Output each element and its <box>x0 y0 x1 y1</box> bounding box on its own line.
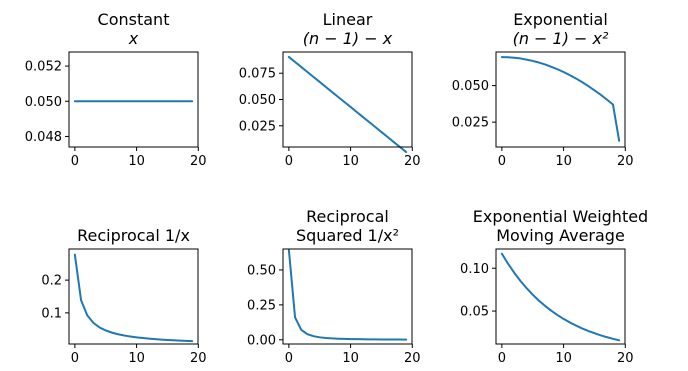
plot-frame <box>282 51 413 148</box>
x-tick-label: 10 <box>128 351 145 366</box>
y-tick-label: 0.052 <box>25 60 62 75</box>
y-tick-label: 0.050 <box>452 79 489 94</box>
subplot-3: 0 10 20 0.025 0.050 Exponential(n − 1) − x² <box>452 10 634 169</box>
x-tick-label: 10 <box>555 351 572 366</box>
y-tick-label: 0.2 <box>41 274 62 289</box>
chart-title-line: (n − 1) − x² <box>513 29 609 48</box>
x-tick-label: 0 <box>285 154 293 169</box>
y-tick-label: 0.50 <box>247 263 276 278</box>
x-tick-label: 20 <box>190 351 207 366</box>
chart-title-line: Exponential <box>513 10 608 29</box>
x-tick-label: 10 <box>555 154 572 169</box>
x-tick-label: 10 <box>128 154 145 169</box>
x-tick-label: 0 <box>498 154 506 169</box>
y-tick-label: 0.25 <box>247 298 276 313</box>
chart-title-line: Squared 1/x² <box>296 226 399 245</box>
y-tick-label: 0.10 <box>460 262 489 277</box>
series-line <box>500 56 621 142</box>
x-tick-label: 0 <box>71 154 79 169</box>
chart-title-line: Constant <box>98 10 170 29</box>
series-line <box>500 252 621 342</box>
x-tick-label: 20 <box>190 154 207 169</box>
chart-title-line: Exponential Weighted <box>473 207 648 226</box>
y-tick-label: 0.1 <box>41 306 62 321</box>
y-tick-label: 0.048 <box>25 130 62 145</box>
x-tick-label: 10 <box>342 351 359 366</box>
plot-frame <box>68 51 199 148</box>
plot-frame <box>68 248 199 345</box>
x-tick-label: 20 <box>617 351 634 366</box>
x-tick-label: 20 <box>404 154 421 169</box>
y-tick-label: 0.050 <box>239 93 276 108</box>
y-tick-label: 0.05 <box>460 305 489 320</box>
plot-frame <box>495 51 626 148</box>
chart-title-line: x <box>128 29 139 48</box>
series-line <box>287 55 408 154</box>
y-tick-label: 0.050 <box>25 95 62 110</box>
subplot-6: 0 10 20 0.05 0.10 Exponential WeightedMoving … <box>460 207 648 366</box>
x-tick-label: 0 <box>71 351 79 366</box>
chart-title-line: Reciprocal 1/x <box>77 226 190 245</box>
x-tick-label: 20 <box>617 154 634 169</box>
chart-title-line: Moving Average <box>496 226 625 245</box>
series-line <box>287 248 408 341</box>
subplot-2: 0 10 20 0.025 0.050 0.075 Linear(n − 1) − x <box>239 10 421 169</box>
y-tick-label: 0.075 <box>239 67 276 82</box>
chart-title-line: Linear <box>323 10 373 29</box>
x-tick-label: 0 <box>285 351 293 366</box>
y-tick-label: 0.025 <box>452 116 489 131</box>
y-tick-label: 0.025 <box>239 119 276 134</box>
x-tick-label: 0 <box>498 351 506 366</box>
subplot-4: 0 10 20 0.1 0.2 Reciprocal 1/x <box>41 226 206 366</box>
chart-title-line: (n − 1) − x <box>303 29 393 48</box>
series-line <box>73 253 194 343</box>
plot-frame <box>282 248 413 345</box>
x-tick-label: 20 <box>404 351 421 366</box>
plot-frame <box>495 248 626 345</box>
x-tick-label: 10 <box>342 154 359 169</box>
y-tick-label: 0.00 <box>247 333 276 348</box>
chart-title-line: Reciprocal <box>306 207 389 226</box>
